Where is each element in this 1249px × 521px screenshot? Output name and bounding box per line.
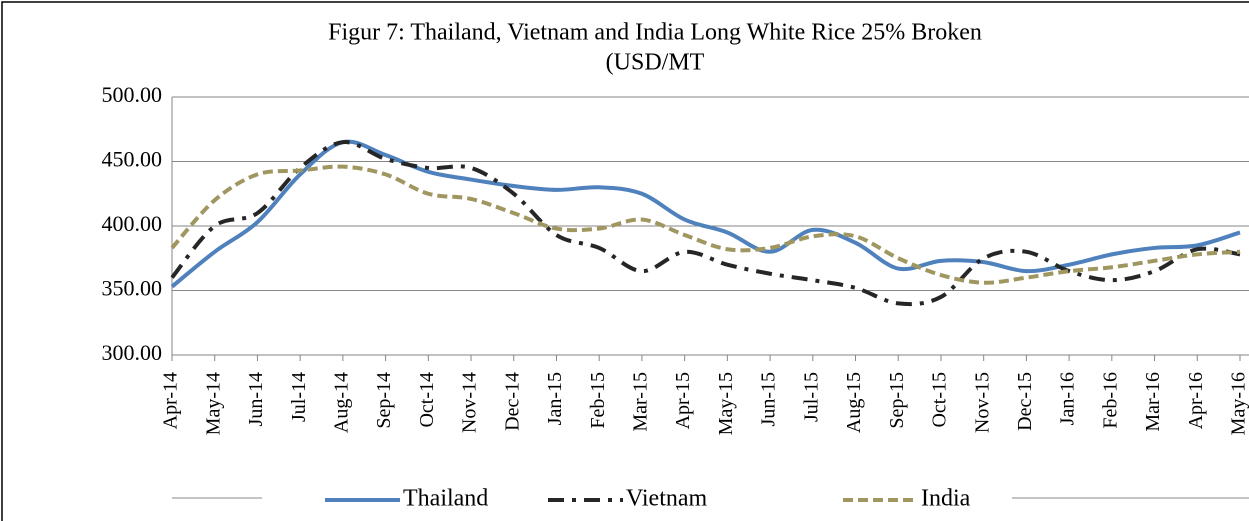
x-tick-label: Sep-15	[886, 372, 908, 429]
x-tick-label: Dec-15	[1014, 372, 1036, 431]
x-tick-label: Nov-15	[971, 372, 993, 433]
x-tick-label: Jul-15	[800, 372, 822, 422]
x-tick-label: Aug-14	[330, 372, 352, 433]
y-tick-label: 400.00	[102, 211, 163, 236]
series-line	[170, 139, 1241, 289]
x-tick-label: Dec-14	[501, 372, 523, 431]
x-tick-label: Apr-16	[1185, 372, 1207, 429]
chart-title: Figur 7: Thailand, Vietnam and India Lon…	[328, 20, 982, 46]
x-tick-label: Sep-14	[373, 372, 395, 429]
y-tick-label: 350.00	[102, 276, 163, 301]
x-tick-label: Jan-15	[544, 372, 566, 425]
x-tick-label: Apr-14	[160, 372, 182, 429]
y-tick-label: 300.00	[102, 340, 163, 365]
x-tick-label: Feb-16	[1099, 372, 1121, 429]
y-tick-label: 500.00	[102, 82, 163, 107]
x-tick-label: Feb-15	[587, 372, 609, 429]
series-line	[170, 164, 1241, 285]
x-tick-label: Jan-16	[1057, 372, 1079, 425]
legend-label: Thailand	[403, 486, 488, 512]
x-tick-label: Oct-15	[929, 372, 951, 428]
y-tick-label: 450.00	[102, 147, 163, 172]
x-tick-label: Nov-14	[459, 372, 481, 433]
x-tick-label: Mar-15	[630, 372, 652, 432]
x-tick-label: Aug-15	[843, 372, 865, 433]
x-tick-label: May-16	[1228, 372, 1249, 435]
x-tick-label: May-15	[715, 372, 737, 435]
series-line	[170, 140, 1241, 307]
x-tick-label: Jun-15	[758, 372, 780, 426]
chart-title: (USD/MT	[606, 50, 705, 76]
x-tick-label: Jun-14	[245, 372, 267, 426]
x-tick-label: May-14	[202, 372, 224, 435]
legend-label: Vietnam	[626, 486, 708, 512]
x-tick-label: Mar-16	[1142, 372, 1164, 432]
x-tick-label: Jul-14	[288, 372, 310, 422]
legend-label: India	[921, 486, 971, 512]
x-tick-label: Oct-14	[416, 372, 438, 428]
x-tick-label: Apr-15	[672, 372, 694, 429]
